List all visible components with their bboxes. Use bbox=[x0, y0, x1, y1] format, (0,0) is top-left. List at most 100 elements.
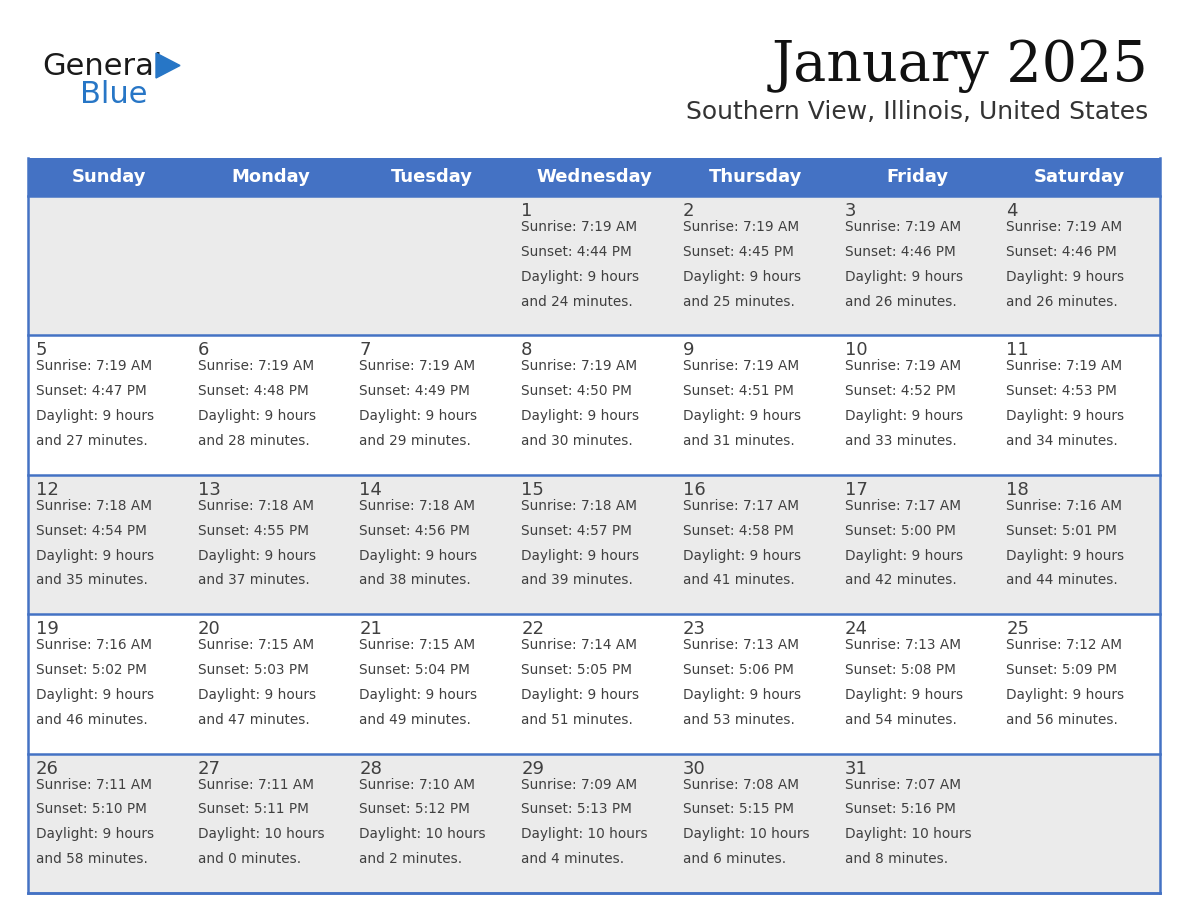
Text: Sunrise: 7:12 AM: Sunrise: 7:12 AM bbox=[1006, 638, 1123, 652]
Text: Sunrise: 7:15 AM: Sunrise: 7:15 AM bbox=[197, 638, 314, 652]
Text: Daylight: 9 hours: Daylight: 9 hours bbox=[845, 549, 962, 563]
Text: Monday: Monday bbox=[232, 168, 310, 186]
Text: Tuesday: Tuesday bbox=[391, 168, 473, 186]
Text: and 35 minutes.: and 35 minutes. bbox=[36, 574, 147, 588]
Text: Saturday: Saturday bbox=[1034, 168, 1125, 186]
Text: Sunset: 5:03 PM: Sunset: 5:03 PM bbox=[197, 663, 309, 677]
Text: and 51 minutes.: and 51 minutes. bbox=[522, 713, 633, 727]
Text: Daylight: 9 hours: Daylight: 9 hours bbox=[197, 409, 316, 423]
Text: Sunset: 5:06 PM: Sunset: 5:06 PM bbox=[683, 663, 794, 677]
Text: Daylight: 9 hours: Daylight: 9 hours bbox=[197, 688, 316, 702]
Text: Sunrise: 7:11 AM: Sunrise: 7:11 AM bbox=[197, 778, 314, 791]
Text: Sunrise: 7:09 AM: Sunrise: 7:09 AM bbox=[522, 778, 637, 791]
Text: Sunset: 5:10 PM: Sunset: 5:10 PM bbox=[36, 802, 147, 816]
Text: Sunset: 4:50 PM: Sunset: 4:50 PM bbox=[522, 385, 632, 398]
Text: Daylight: 9 hours: Daylight: 9 hours bbox=[683, 688, 801, 702]
Text: Daylight: 9 hours: Daylight: 9 hours bbox=[1006, 270, 1124, 284]
Text: Sunset: 4:56 PM: Sunset: 4:56 PM bbox=[360, 523, 470, 538]
Text: Sunrise: 7:13 AM: Sunrise: 7:13 AM bbox=[683, 638, 798, 652]
Text: Daylight: 9 hours: Daylight: 9 hours bbox=[522, 270, 639, 284]
Text: Sunset: 4:52 PM: Sunset: 4:52 PM bbox=[845, 385, 955, 398]
Text: Thursday: Thursday bbox=[709, 168, 802, 186]
Text: Daylight: 9 hours: Daylight: 9 hours bbox=[845, 688, 962, 702]
Text: 2: 2 bbox=[683, 202, 694, 220]
Text: Daylight: 9 hours: Daylight: 9 hours bbox=[522, 688, 639, 702]
Text: and 42 minutes.: and 42 minutes. bbox=[845, 574, 956, 588]
Text: Sunset: 4:45 PM: Sunset: 4:45 PM bbox=[683, 245, 794, 259]
Text: and 54 minutes.: and 54 minutes. bbox=[845, 713, 956, 727]
Text: Sunrise: 7:19 AM: Sunrise: 7:19 AM bbox=[845, 360, 961, 374]
Text: Sunset: 5:02 PM: Sunset: 5:02 PM bbox=[36, 663, 147, 677]
Text: Sunset: 4:51 PM: Sunset: 4:51 PM bbox=[683, 385, 794, 398]
Text: and 8 minutes.: and 8 minutes. bbox=[845, 852, 948, 867]
Text: Sunset: 5:12 PM: Sunset: 5:12 PM bbox=[360, 802, 470, 816]
Text: Southern View, Illinois, United States: Southern View, Illinois, United States bbox=[685, 100, 1148, 124]
Text: and 33 minutes.: and 33 minutes. bbox=[845, 434, 956, 448]
Text: 4: 4 bbox=[1006, 202, 1018, 220]
Text: Sunset: 4:53 PM: Sunset: 4:53 PM bbox=[1006, 385, 1117, 398]
Text: Sunrise: 7:18 AM: Sunrise: 7:18 AM bbox=[36, 498, 152, 513]
Text: 14: 14 bbox=[360, 481, 383, 498]
Text: Daylight: 9 hours: Daylight: 9 hours bbox=[1006, 688, 1124, 702]
Text: 7: 7 bbox=[360, 341, 371, 360]
Text: Sunset: 5:04 PM: Sunset: 5:04 PM bbox=[360, 663, 470, 677]
Text: Daylight: 9 hours: Daylight: 9 hours bbox=[360, 549, 478, 563]
Text: Sunrise: 7:16 AM: Sunrise: 7:16 AM bbox=[1006, 498, 1123, 513]
Text: Sunrise: 7:10 AM: Sunrise: 7:10 AM bbox=[360, 778, 475, 791]
Text: Sunday: Sunday bbox=[71, 168, 146, 186]
Text: and 29 minutes.: and 29 minutes. bbox=[360, 434, 472, 448]
Text: 5: 5 bbox=[36, 341, 48, 360]
Text: and 37 minutes.: and 37 minutes. bbox=[197, 574, 309, 588]
Text: 30: 30 bbox=[683, 759, 706, 778]
Text: Sunrise: 7:11 AM: Sunrise: 7:11 AM bbox=[36, 778, 152, 791]
Bar bbox=[29, 335, 1159, 475]
Text: and 38 minutes.: and 38 minutes. bbox=[360, 574, 472, 588]
Text: Sunset: 4:46 PM: Sunset: 4:46 PM bbox=[1006, 245, 1117, 259]
Text: 6: 6 bbox=[197, 341, 209, 360]
Text: 1: 1 bbox=[522, 202, 532, 220]
Text: Sunset: 5:13 PM: Sunset: 5:13 PM bbox=[522, 802, 632, 816]
Bar bbox=[29, 475, 1159, 614]
Text: Sunrise: 7:17 AM: Sunrise: 7:17 AM bbox=[845, 498, 961, 513]
Text: Sunrise: 7:08 AM: Sunrise: 7:08 AM bbox=[683, 778, 798, 791]
Text: and 46 minutes.: and 46 minutes. bbox=[36, 713, 147, 727]
Text: 22: 22 bbox=[522, 621, 544, 638]
Text: Sunrise: 7:18 AM: Sunrise: 7:18 AM bbox=[522, 498, 637, 513]
Text: Sunrise: 7:19 AM: Sunrise: 7:19 AM bbox=[36, 360, 152, 374]
Text: Daylight: 10 hours: Daylight: 10 hours bbox=[360, 827, 486, 842]
Text: 10: 10 bbox=[845, 341, 867, 360]
Text: 8: 8 bbox=[522, 341, 532, 360]
Text: Sunset: 4:44 PM: Sunset: 4:44 PM bbox=[522, 245, 632, 259]
Text: Daylight: 9 hours: Daylight: 9 hours bbox=[1006, 409, 1124, 423]
Text: Sunset: 4:55 PM: Sunset: 4:55 PM bbox=[197, 523, 309, 538]
Text: Wednesday: Wednesday bbox=[536, 168, 652, 186]
Text: General: General bbox=[42, 52, 163, 81]
Text: Sunset: 4:46 PM: Sunset: 4:46 PM bbox=[845, 245, 955, 259]
Text: 15: 15 bbox=[522, 481, 544, 498]
Text: 19: 19 bbox=[36, 621, 59, 638]
Text: Daylight: 9 hours: Daylight: 9 hours bbox=[845, 409, 962, 423]
Text: Daylight: 9 hours: Daylight: 9 hours bbox=[36, 827, 154, 842]
Text: and 25 minutes.: and 25 minutes. bbox=[683, 295, 795, 308]
Text: Sunrise: 7:19 AM: Sunrise: 7:19 AM bbox=[683, 220, 800, 234]
Text: January 2025: January 2025 bbox=[771, 38, 1148, 93]
Text: and 28 minutes.: and 28 minutes. bbox=[197, 434, 309, 448]
Text: 17: 17 bbox=[845, 481, 867, 498]
Text: Sunset: 5:16 PM: Sunset: 5:16 PM bbox=[845, 802, 955, 816]
Text: and 49 minutes.: and 49 minutes. bbox=[360, 713, 472, 727]
Text: Daylight: 9 hours: Daylight: 9 hours bbox=[1006, 549, 1124, 563]
Text: Sunrise: 7:17 AM: Sunrise: 7:17 AM bbox=[683, 498, 798, 513]
Text: Sunrise: 7:16 AM: Sunrise: 7:16 AM bbox=[36, 638, 152, 652]
Text: Sunrise: 7:19 AM: Sunrise: 7:19 AM bbox=[522, 360, 637, 374]
Text: 24: 24 bbox=[845, 621, 867, 638]
Text: and 58 minutes.: and 58 minutes. bbox=[36, 852, 147, 867]
Text: Sunset: 4:58 PM: Sunset: 4:58 PM bbox=[683, 523, 794, 538]
Text: 25: 25 bbox=[1006, 621, 1029, 638]
Text: and 31 minutes.: and 31 minutes. bbox=[683, 434, 795, 448]
Text: Daylight: 10 hours: Daylight: 10 hours bbox=[845, 827, 972, 842]
Text: Sunset: 5:15 PM: Sunset: 5:15 PM bbox=[683, 802, 794, 816]
Text: and 0 minutes.: and 0 minutes. bbox=[197, 852, 301, 867]
Text: 16: 16 bbox=[683, 481, 706, 498]
Text: Sunrise: 7:15 AM: Sunrise: 7:15 AM bbox=[360, 638, 475, 652]
Text: Daylight: 9 hours: Daylight: 9 hours bbox=[360, 409, 478, 423]
